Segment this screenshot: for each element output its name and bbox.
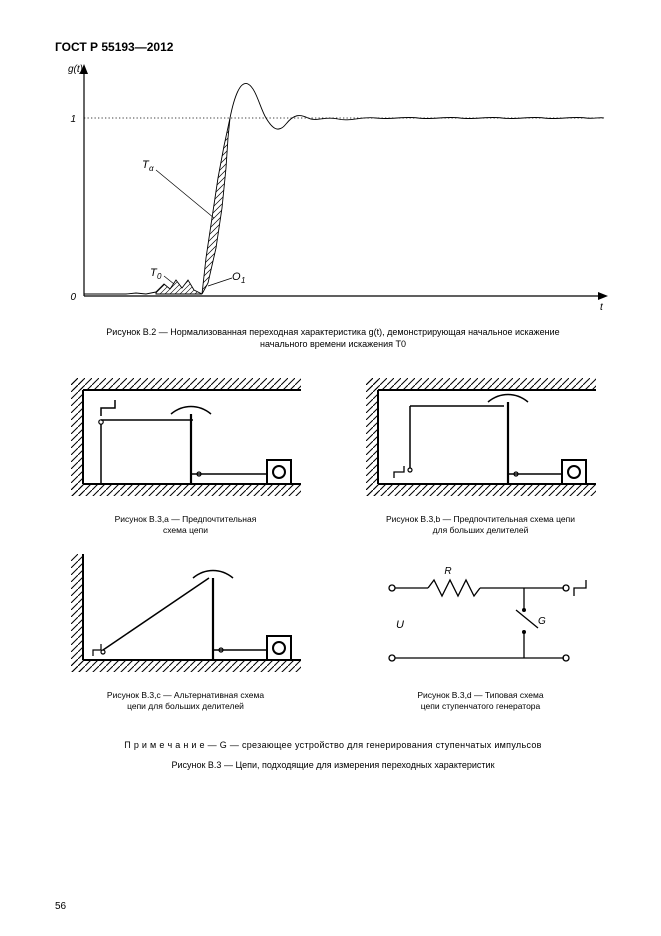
svg-text:1: 1	[70, 114, 76, 125]
cap-a-l1: Рисунок B.3,a — Предпочтительная	[115, 514, 257, 524]
caption-b3: Рисунок B.3 — Цепи, подходящие для измер…	[55, 760, 611, 770]
caption-b2-line1: Рисунок B.2 — Нормализованная переходная…	[106, 327, 559, 337]
svg-text:α: α	[149, 164, 154, 173]
label-R: R	[444, 566, 451, 577]
label-G: G	[538, 616, 546, 627]
cap-c-l1: Рисунок B.3,c — Альтернативная схема	[107, 690, 264, 700]
figure-b3b: Рисунок B.3,b — Предпочтительная схема ц…	[350, 378, 611, 536]
figure-b2-graph: 1 0 g(t) t	[56, 58, 611, 318]
figure-b3c: Рисунок B.3,c — Альтернативная схема цеп…	[55, 554, 316, 712]
cap-d-l2: цепи ступенчатого генератора	[421, 701, 541, 711]
cap-c-l2: цепи для больших делителей	[127, 701, 244, 711]
svg-text:0: 0	[70, 292, 76, 303]
svg-text:g(t): g(t)	[68, 64, 83, 75]
cap-b-l2: для больших делителей	[433, 525, 529, 535]
svg-text:1: 1	[241, 276, 245, 285]
doc-header: ГОСТ Р 55193—2012	[55, 40, 611, 54]
page-number: 56	[55, 901, 66, 912]
cap-a-l2: схема цепи	[163, 525, 208, 535]
caption-b2-line2: начального времени искажения T0	[260, 339, 406, 349]
figure-b3a: Рисунок B.3,a — Предпочтительная схема ц…	[55, 378, 316, 536]
caption-b2: Рисунок B.2 — Нормализованная переходная…	[55, 326, 611, 350]
svg-text:t: t	[600, 302, 604, 313]
figure-b3d: R G U Рисунок B.3,	[350, 554, 611, 712]
cap-b-l1: Рисунок B.3,b — Предпочтительная схема ц…	[386, 514, 575, 524]
cap-d-l1: Рисунок B.3,d — Типовая схема	[417, 690, 543, 700]
label-U: U	[396, 619, 404, 631]
note-text: П р и м е ч а н и е — G — срезающее устр…	[55, 740, 611, 750]
svg-text:O: O	[232, 271, 241, 283]
svg-text:0: 0	[157, 272, 162, 281]
